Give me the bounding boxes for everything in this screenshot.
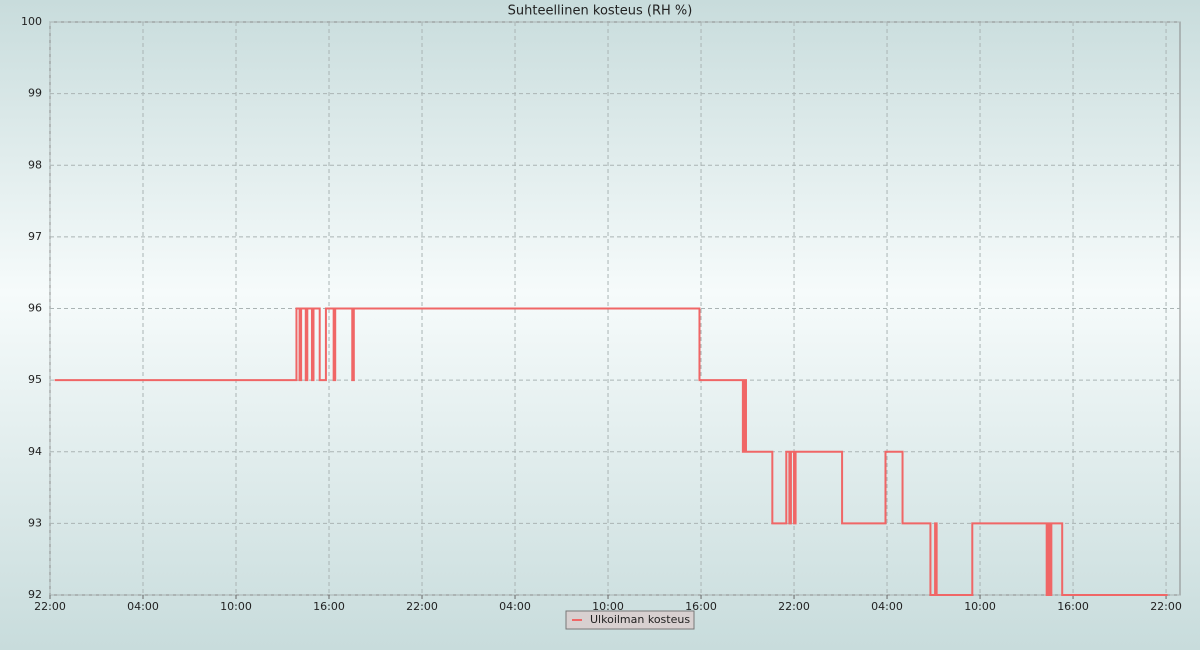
x-tick-label: 22:00 [406,600,438,613]
y-tick-label: 98 [28,158,42,171]
x-tick-label: 16:00 [1057,600,1089,613]
y-tick-label: 96 [28,302,42,315]
x-tick-label: 22:00 [778,600,810,613]
x-tick-label: 16:00 [685,600,717,613]
x-tick-label: 04:00 [871,600,903,613]
chart-title: Suhteellinen kosteus (RH %) [508,4,693,19]
legend-label: Ulkoilman kosteus [590,613,690,626]
y-tick-label: 95 [28,373,42,386]
y-tick-label: 100 [21,15,42,28]
y-tick-label: 92 [28,588,42,601]
x-tick-label: 22:00 [1150,600,1182,613]
x-tick-label: 16:00 [313,600,345,613]
x-tick-label: 10:00 [964,600,996,613]
x-tick-label: 22:00 [34,600,66,613]
x-tick-label: 10:00 [220,600,252,613]
x-tick-label: 04:00 [499,600,531,613]
y-tick-label: 93 [28,516,42,529]
x-tick-label: 10:00 [592,600,624,613]
legend-box [565,610,695,630]
y-tick-label: 97 [28,230,42,243]
data-line [54,307,1168,596]
x-tick-label: 04:00 [127,600,159,613]
y-tick-label: 94 [28,445,42,458]
y-tick-label: 99 [28,87,42,100]
